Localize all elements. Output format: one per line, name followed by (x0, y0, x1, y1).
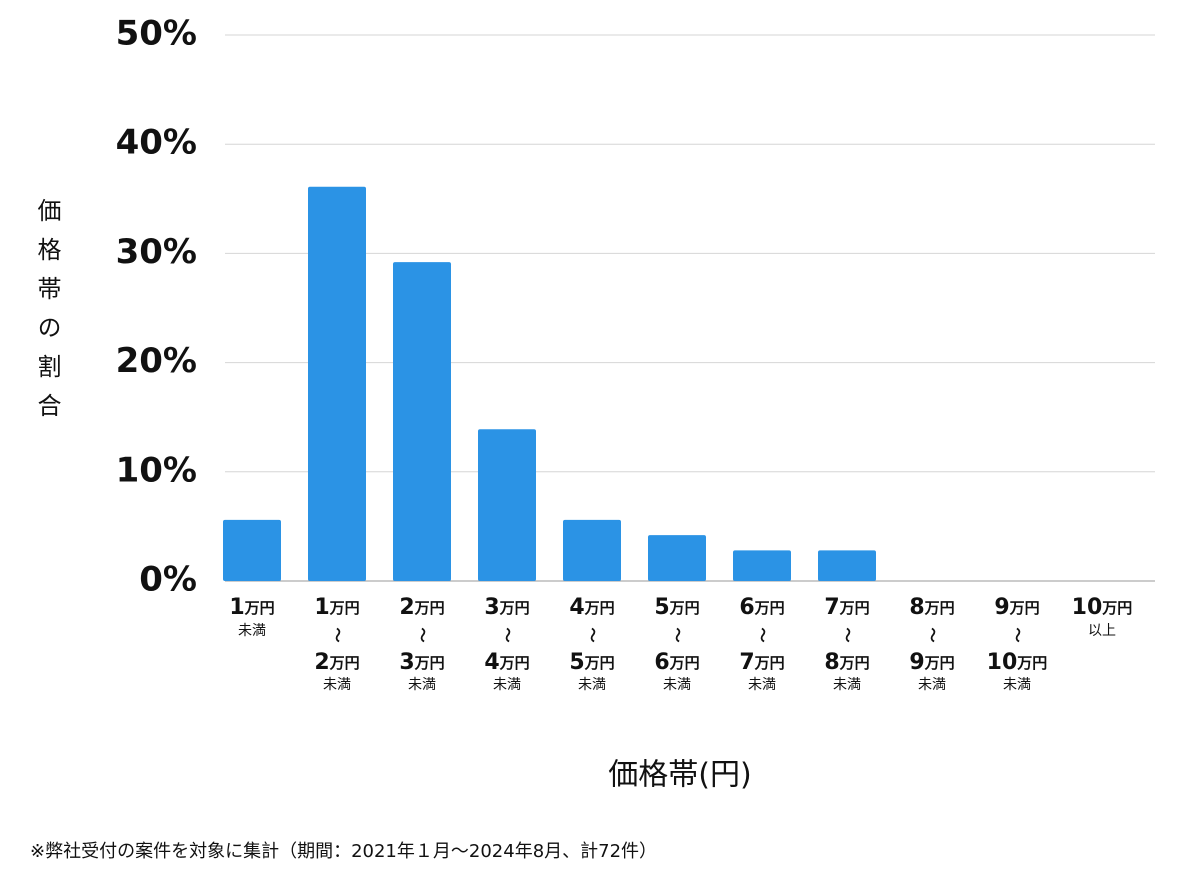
x-tick-wave: 〜 (754, 627, 772, 642)
x-tick-note: 未満 (323, 677, 351, 693)
x-tick-wave: 〜 (924, 627, 942, 642)
bar (393, 262, 451, 581)
bar (478, 429, 536, 581)
y-tick-label: 10% (116, 450, 197, 490)
x-tick-label: 5万円 (569, 650, 614, 675)
x-tick-wave: 〜 (499, 627, 517, 642)
x-tick-note: 未満 (238, 623, 266, 639)
y-axis-label: 価格帯の割合 (33, 198, 61, 432)
x-tick-label: 10万円 (1072, 595, 1133, 620)
y-tick-label: 20% (116, 341, 197, 381)
x-tick-label: 7万円 (739, 650, 784, 675)
x-tick-label: 2万円 (399, 595, 444, 620)
x-tick-label: 2万円 (314, 650, 359, 675)
x-tick-label: 3万円 (399, 650, 444, 675)
bar (223, 519, 281, 581)
x-tick-label: 1万円 (229, 595, 274, 620)
x-tick-note: 未満 (918, 677, 946, 693)
bar (308, 186, 366, 581)
y-tick-label: 50% (116, 14, 197, 54)
x-tick-note: 未満 (493, 677, 521, 693)
x-tick-label: 6万円 (654, 650, 699, 675)
x-tick-note: 以上 (1088, 623, 1116, 639)
x-tick-note: 未満 (748, 677, 776, 693)
y-tick-label: 0% (139, 560, 197, 600)
x-tick-label: 9万円 (994, 595, 1039, 620)
x-tick-wave: 〜 (584, 627, 602, 642)
footnote: ※弊社受付の案件を対象に集計（期間：2021年１月〜2024年8月、計72件） (30, 841, 657, 862)
x-tick-label: 4万円 (569, 595, 614, 620)
x-tick-label: 4万円 (484, 650, 529, 675)
x-tick-note: 未満 (578, 677, 606, 693)
bar (563, 519, 621, 581)
x-tick-label: 6万円 (739, 595, 784, 620)
bar (818, 550, 876, 581)
x-tick-label: 7万円 (824, 595, 869, 620)
bar (648, 535, 706, 581)
x-tick-label: 9万円 (909, 650, 954, 675)
y-tick-label: 30% (116, 232, 197, 272)
x-tick-label: 1万円 (314, 595, 359, 620)
x-tick-note: 未満 (663, 677, 691, 693)
y-tick-label: 40% (116, 123, 197, 163)
x-tick-wave: 〜 (669, 627, 687, 642)
x-tick-wave: 〜 (414, 627, 432, 642)
x-tick-note: 未満 (833, 677, 861, 693)
bar (733, 550, 791, 581)
x-tick-label: 10万円 (987, 650, 1048, 675)
x-tick-label: 8万円 (909, 595, 954, 620)
x-tick-note: 未満 (1003, 677, 1031, 693)
x-tick-label: 8万円 (824, 650, 869, 675)
x-tick-wave: 〜 (1009, 627, 1027, 642)
x-tick-wave: 〜 (839, 627, 857, 642)
x-axis-label: 価格帯(円) (608, 758, 751, 793)
x-tick-label: 5万円 (654, 595, 699, 620)
x-tick-wave: 〜 (329, 627, 347, 642)
x-tick-note: 未満 (408, 677, 436, 693)
x-tick-label: 3万円 (484, 595, 529, 620)
